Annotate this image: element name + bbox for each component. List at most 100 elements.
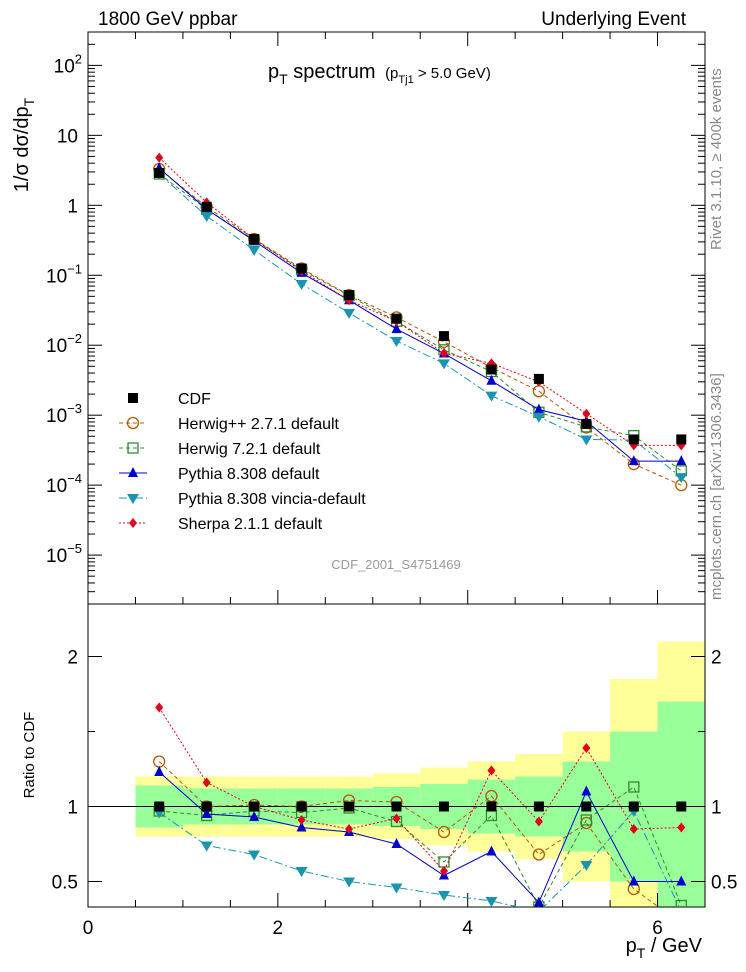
y-tick-label: 10−2 [46, 331, 82, 357]
data-marker [201, 808, 212, 818]
y-tick-label: 10−4 [46, 471, 82, 497]
data-marker [154, 766, 165, 776]
data-marker [391, 801, 402, 812]
legend-item-2: Herwig 7.2.1 default [119, 441, 321, 458]
data-marker [439, 348, 448, 359]
data-marker [533, 801, 544, 812]
data-marker [439, 866, 448, 876]
data-marker [676, 455, 687, 466]
data-marker [437, 891, 450, 901]
ratio-tick-label-left: 2 [67, 648, 78, 669]
data-marker [126, 416, 140, 430]
ratio-tick-label-left: 0.5 [52, 873, 78, 894]
data-marker [629, 824, 638, 834]
ratio-series [153, 702, 687, 918]
data-marker [345, 824, 354, 834]
main-axes: 102 10 1 10−1 10−2 10−3 10−4 10−5 [46, 31, 706, 605]
data-marker [628, 434, 639, 445]
data-marker [533, 896, 544, 907]
legend-item-3: Pythia 8.308 default [119, 466, 320, 483]
y-tick-label: 10−1 [46, 261, 82, 287]
x-tick-label: 2 [273, 918, 284, 939]
data-marker [155, 152, 164, 163]
x-tick-label: 4 [462, 918, 473, 939]
data-marker [391, 323, 402, 334]
data-marker [581, 801, 592, 812]
data-marker [676, 801, 687, 812]
legend-label: CDF [178, 391, 211, 408]
ratio-axes: 2 2 1 1 0.5 0.5 0 2 4 6 [52, 603, 737, 939]
data-marker [676, 875, 687, 886]
data-marker [128, 467, 138, 477]
series-line [158, 173, 682, 478]
data-marker [295, 867, 308, 877]
data-marker [249, 811, 260, 821]
series-0 [154, 167, 687, 445]
data-marker [532, 848, 546, 861]
data-marker [580, 814, 592, 826]
data-marker [296, 801, 307, 812]
data-marker [675, 473, 688, 484]
legend-item-5: Sherpa 2.1.1 default [119, 516, 323, 533]
legend-label: Pythia 8.308 vincia-default [178, 491, 366, 508]
data-marker [581, 418, 592, 429]
data-marker [675, 899, 687, 907]
data-marker [675, 908, 687, 918]
data-marker [344, 801, 355, 812]
legend-item-0: CDF [128, 391, 211, 408]
data-marker [391, 313, 402, 324]
y-tick-label: 10−5 [46, 541, 82, 567]
ratio-frame [87, 603, 706, 908]
ratio-tick-label-right: 1 [711, 798, 722, 819]
data-marker [296, 263, 307, 274]
data-marker [486, 374, 497, 385]
series-5 [155, 152, 686, 451]
data-marker [534, 816, 543, 827]
data-marker [628, 801, 639, 812]
ratio-line [159, 786, 682, 907]
legend-item-4: Pythia 8.308 vincia-default [119, 491, 366, 508]
y-tick-label: 1 [67, 196, 78, 217]
ratio-line [158, 771, 682, 904]
legend: CDF Herwig++ 2.7.1 default Herwig 7.2.1 de… [119, 391, 366, 533]
header-right: Underlying Event [541, 9, 686, 30]
data-marker [580, 861, 593, 871]
data-marker [391, 838, 402, 848]
data-marker [155, 702, 164, 713]
ratio-line [158, 761, 660, 907]
data-marker [127, 442, 139, 454]
data-marker [628, 781, 640, 793]
data-marker [128, 393, 138, 403]
data-marker [127, 494, 139, 504]
data-marker [533, 908, 545, 918]
data-marker [437, 825, 451, 839]
data-marker [581, 785, 592, 796]
data-marker [485, 897, 498, 907]
series-line [158, 168, 682, 486]
data-marker [200, 841, 213, 852]
ratio-tick-label-left: 1 [67, 798, 78, 819]
data-marker [249, 801, 260, 812]
data-marker [533, 373, 544, 384]
data-marker [392, 813, 401, 824]
ratio-y-axis-label: Ratio to CDF [21, 712, 38, 799]
data-marker [486, 801, 497, 812]
data-marker [249, 233, 260, 244]
ratio-line [158, 707, 682, 872]
data-marker [486, 364, 497, 375]
legend-label: Herwig 7.2.1 default [178, 441, 321, 458]
data-marker [129, 518, 137, 528]
x-tick-label: 6 [652, 918, 663, 939]
data-marker [248, 245, 261, 256]
data-marker [438, 331, 449, 342]
data-marker [248, 850, 261, 861]
y-tick-label: 10 [57, 126, 78, 147]
ratio-uncertainty-bands [135, 641, 705, 907]
data-marker [344, 290, 355, 301]
data-marker [343, 308, 356, 319]
y-axis-label: 1/σ dσ/dpT [11, 97, 37, 192]
data-marker [438, 801, 449, 812]
data-marker [390, 883, 403, 894]
data-marker [343, 877, 356, 888]
